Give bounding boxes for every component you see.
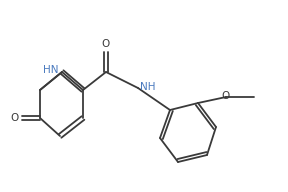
Text: O: O [11, 113, 19, 123]
Text: NH: NH [140, 82, 156, 92]
Text: O: O [102, 39, 110, 49]
Text: O: O [222, 91, 230, 101]
Text: HN: HN [43, 65, 59, 75]
